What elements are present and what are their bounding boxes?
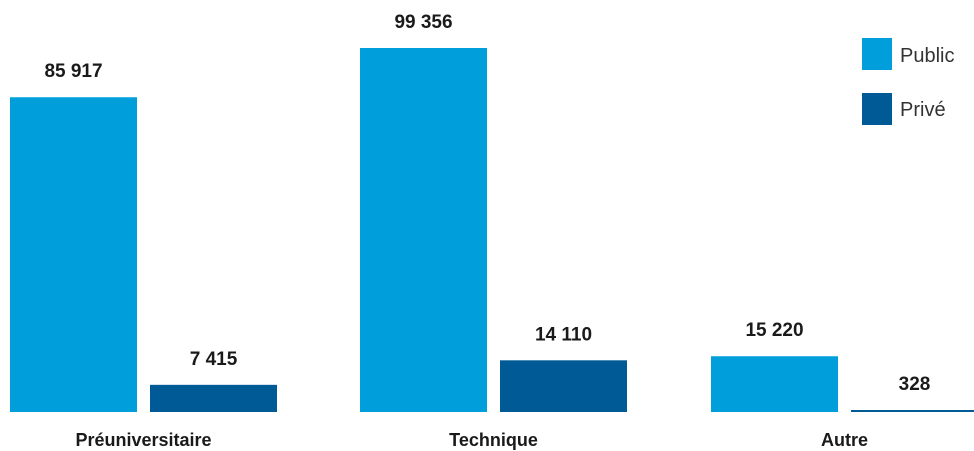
bar-public-0 xyxy=(10,97,137,412)
bar-public-2 xyxy=(711,356,838,412)
legend-swatch-public xyxy=(862,38,892,70)
value-labels-group: 85 917 7 415 99 356 14 110 15 220 328 xyxy=(44,12,930,395)
value-label-prive-2: 328 xyxy=(899,374,931,395)
bars-group xyxy=(10,48,974,412)
legend-label-prive: Privé xyxy=(900,99,946,121)
bar-prive-1 xyxy=(500,360,627,412)
value-label-public-1: 99 356 xyxy=(394,12,452,33)
legend-swatch-prive xyxy=(862,93,892,125)
category-labels-group: Préuniversitaire Technique Autre xyxy=(75,430,868,450)
value-label-public-2: 15 220 xyxy=(745,320,803,341)
category-label-1: Technique xyxy=(449,430,538,450)
legend-label-public: Public xyxy=(900,45,954,67)
bar-prive-2 xyxy=(851,410,974,412)
legend: Public Privé xyxy=(862,38,954,125)
value-label-public-0: 85 917 xyxy=(44,61,102,82)
bar-public-1 xyxy=(360,48,487,412)
category-label-2: Autre xyxy=(821,430,868,450)
value-label-prive-1: 14 110 xyxy=(535,324,592,345)
bar-prive-0 xyxy=(150,384,277,412)
value-label-prive-0: 7 415 xyxy=(190,349,238,370)
category-label-0: Préuniversitaire xyxy=(75,430,211,450)
